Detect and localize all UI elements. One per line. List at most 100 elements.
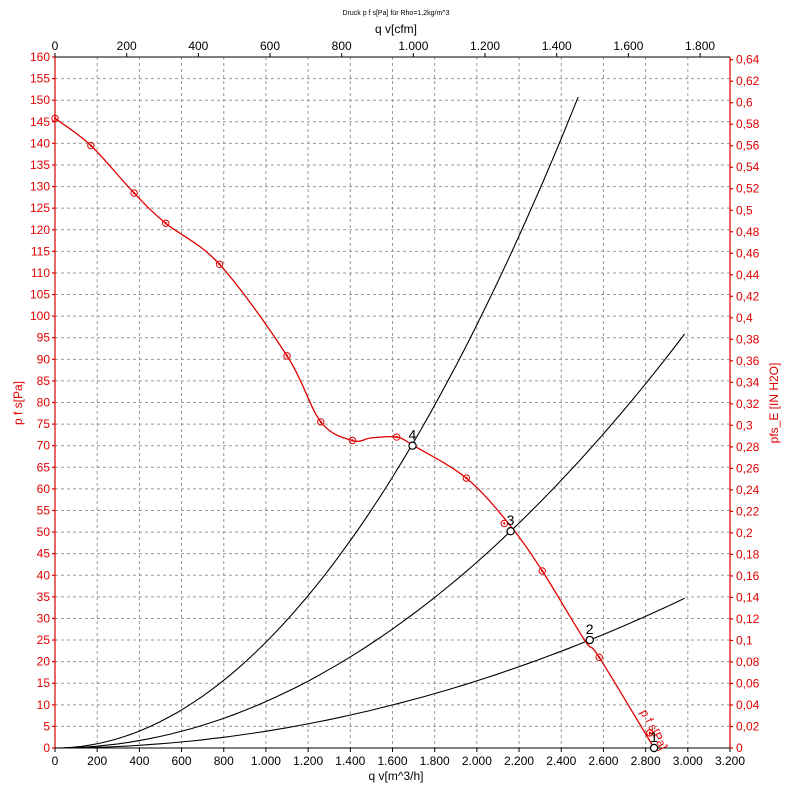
x-top-tick-label: 600 xyxy=(260,39,280,53)
fan-curve-marker xyxy=(215,260,224,268)
x-bottom-tick-label: 400 xyxy=(129,754,149,768)
y-left-tick-label: 150 xyxy=(30,93,50,107)
y-left-tick-label: 110 xyxy=(31,266,50,280)
y-left-tick-label: 160 xyxy=(30,50,50,64)
y-right-tick-label: 0,3 xyxy=(736,418,753,432)
y-right-tick-label: 0,46 xyxy=(736,246,760,260)
y-left-tick-label: 90 xyxy=(37,352,51,366)
fan-curve-marker xyxy=(500,519,508,528)
y-left-tick-label: 20 xyxy=(37,655,51,669)
x-bottom-tick-label: 800 xyxy=(214,754,234,768)
y-left-tick-label: 85 xyxy=(37,374,51,388)
y-left-tick-label: 60 xyxy=(37,482,51,496)
y-left-tick-label: 115 xyxy=(31,244,50,258)
y-left-tick-label: 70 xyxy=(37,439,51,453)
system-curve-1 xyxy=(54,96,579,749)
y-right-tick-label: 0,58 xyxy=(736,117,760,131)
x-bottom-tick-label: 200 xyxy=(87,754,107,768)
y-right-tick-label: 0,1 xyxy=(736,633,753,647)
operating-point-2 xyxy=(585,635,594,645)
y-left-tick-label: 35 xyxy=(37,590,51,604)
x-top-tick-label: 1.200 xyxy=(470,39,500,53)
y-left-tick-label: 140 xyxy=(30,136,50,150)
y-left-tick-label: 75 xyxy=(37,417,51,431)
y-right-tick-label: 0,26 xyxy=(736,461,760,475)
y-right-tick-label: 0,24 xyxy=(736,483,760,497)
y-left-tick-label: 105 xyxy=(30,288,50,302)
fan-curve-marker-dot xyxy=(648,731,652,735)
y-right-tick-label: 0,12 xyxy=(736,612,760,626)
operating-point-label-3: 3 xyxy=(507,512,515,528)
fan-curve-marker-dot xyxy=(285,354,289,358)
y-left-tick-label: 10 xyxy=(37,698,51,712)
fan-curve-marker-dot xyxy=(218,263,221,266)
fan-curve-marker-dot xyxy=(319,420,322,424)
fan-curve-marker xyxy=(462,474,471,482)
fan-curve-group: p f s[Pa] xyxy=(51,114,670,752)
y-left-tick-label: 65 xyxy=(37,460,51,474)
x-top-tick-label: 800 xyxy=(332,39,352,53)
x-bottom-axis-label: q v[m^3/h] xyxy=(369,769,424,783)
fan-curve-marker xyxy=(283,352,291,360)
x-bottom-tick-label: 1.400 xyxy=(335,754,365,768)
x-top-tick-label: 1.600 xyxy=(613,39,643,53)
y-right-tick-label: 0,44 xyxy=(736,268,760,282)
axes xyxy=(52,53,733,752)
y-left-tick-label: 130 xyxy=(30,180,50,194)
x-top-tick-label: 200 xyxy=(117,39,137,53)
y-left-tick-label: 0 xyxy=(43,741,50,755)
y-right-tick-label: 0,34 xyxy=(736,375,760,389)
fan-curve-marker-dot xyxy=(395,435,398,439)
operating-point-label-4: 4 xyxy=(409,427,417,443)
x-bottom-tick-label: 3.000 xyxy=(673,754,703,768)
y-right-tick-label: 0,38 xyxy=(736,332,760,346)
system-curve-3 xyxy=(55,597,685,749)
y-left-tick-label: 125 xyxy=(30,201,50,215)
x-bottom-tick-label: 0 xyxy=(52,754,59,768)
x-top-tick-label: 400 xyxy=(188,39,208,53)
y-right-axis-label: pfs_E [IN H2O] xyxy=(767,363,781,444)
fan-curve-marker xyxy=(393,433,401,441)
tick-labels: 0 200 400 600 800 1.000 1.200 1.400 1.600 1.800 2.… xyxy=(30,39,760,768)
y-right-tick-label: 0,52 xyxy=(736,182,760,196)
x-top-tick-label: 1.000 xyxy=(398,39,428,53)
fan-curve-marker-dot xyxy=(132,191,136,195)
y-left-tick-label: 5 xyxy=(43,719,50,733)
y-left-tick-label: 100 xyxy=(30,309,50,323)
fan-curve-marker-dot xyxy=(351,439,354,442)
y-right-tick-label: 0,5 xyxy=(736,203,753,217)
y-right-tick-label: 0,16 xyxy=(736,569,760,583)
x-bottom-tick-label: 1.800 xyxy=(420,754,450,768)
fan-curve-marker-dot xyxy=(89,144,93,147)
y-right-tick-label: 0,08 xyxy=(736,655,760,669)
x-bottom-tick-label: 3.200 xyxy=(715,754,745,768)
x-bottom-tick-label: 2.200 xyxy=(504,754,534,768)
y-left-tick-label: 135 xyxy=(30,158,50,172)
fan-curve-marker xyxy=(87,141,95,150)
fan-curve-marker xyxy=(317,418,325,426)
chart-title: Druck p f s[Pa] für Rho=1,2kg/m^3 xyxy=(343,10,450,17)
x-top-tick-label: 0 xyxy=(52,39,59,53)
fan-curve-marker xyxy=(162,219,170,227)
operating-point-label-1: 1 xyxy=(650,729,658,745)
y-left-tick-label: 50 xyxy=(37,525,51,539)
y-right-tick-label: 0,6 xyxy=(736,96,753,110)
y-right-tick-label: 0,32 xyxy=(736,397,760,411)
system-curves xyxy=(54,96,686,749)
y-right-tick-label: 0,64 xyxy=(736,53,760,67)
y-left-tick-label: 80 xyxy=(37,396,51,410)
fan-curve-marker-dot xyxy=(541,569,544,573)
fan-curve-marker xyxy=(51,114,59,123)
fan-curve xyxy=(54,117,655,749)
y-right-tick-label: 0,22 xyxy=(736,504,760,518)
y-left-tick-label: 120 xyxy=(30,223,50,237)
y-left-tick-label: 25 xyxy=(37,633,51,647)
y-right-tick-label: 0,04 xyxy=(736,698,760,712)
y-right-tick-label: 0,14 xyxy=(736,590,760,604)
y-right-tick-label: 0,4 xyxy=(736,311,753,325)
y-left-tick-label: 95 xyxy=(37,331,51,345)
operating-points: 4 3 2 1 xyxy=(408,427,659,753)
x-bottom-tick-label: 1.600 xyxy=(377,754,407,768)
fan-curve-marker-dot xyxy=(598,656,601,659)
